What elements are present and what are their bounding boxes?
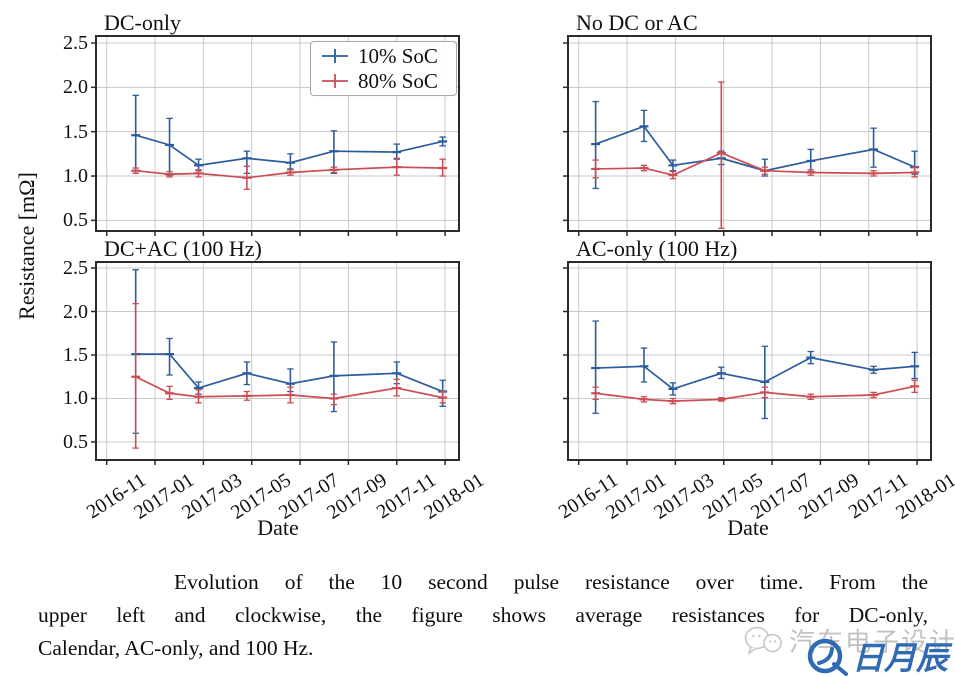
subplot-title-ac-only-100hz: AC-only (100 Hz) xyxy=(576,236,738,261)
subplot-title-dc-ac-100hz: DC+AC (100 Hz) xyxy=(104,236,262,261)
caption-line: Evolution of the 10 second pulse resista… xyxy=(174,570,928,594)
series-blue xyxy=(131,269,448,434)
watermark-blue-text: 日月辰 xyxy=(852,640,949,676)
legend-label-80-soc: 80% SoC xyxy=(358,68,438,93)
series-red xyxy=(131,157,448,190)
y-tick-label: 1.0 xyxy=(63,387,88,410)
y-tick-label: 0.5 xyxy=(63,430,88,453)
subplot-2 xyxy=(91,261,460,465)
y-axis-label: Resistance [mΩ] xyxy=(14,172,39,320)
series-blue xyxy=(591,320,920,420)
errorbar-marker-icon xyxy=(322,49,348,63)
subplot-3 xyxy=(563,261,932,465)
errorbar-marker-icon xyxy=(322,74,348,88)
subplot-title-dc-only: DC-only xyxy=(104,10,181,35)
series-red xyxy=(591,379,920,405)
y-tick-label: 2.5 xyxy=(63,32,88,54)
x-axis-label-left: Date xyxy=(257,515,299,540)
subplot-1 xyxy=(563,35,932,236)
subplot-title-no-dc-or-ac: No DC or AC xyxy=(576,10,698,35)
legend-entry-80-soc: 80% SoC xyxy=(319,69,448,94)
watermark-blue: 日月辰 xyxy=(806,633,948,677)
plots-canvas xyxy=(91,35,932,465)
series-blue xyxy=(591,100,920,190)
legend: 10% SoC 80% SoC xyxy=(310,41,457,96)
y-tick-label: 0.5 xyxy=(63,209,88,232)
y-tick-label: 2.5 xyxy=(63,257,88,279)
series-red xyxy=(131,303,448,449)
series-red xyxy=(591,81,920,229)
legend-label-10-soc: 10% SoC xyxy=(358,43,438,68)
sun-moon-logo-icon xyxy=(807,638,848,676)
y-tick-label: 1.0 xyxy=(63,165,88,188)
y-tick-label: 2.0 xyxy=(63,300,88,323)
x-axis-label-right: Date xyxy=(727,515,769,540)
y-tick-label: 1.5 xyxy=(63,343,88,366)
y-tick-label: 1.5 xyxy=(63,120,88,143)
legend-entry-10-soc: 10% SoC xyxy=(319,44,448,69)
caption-line: upper left and clockwise, the figure sho… xyxy=(38,603,928,627)
chat-bubbles-icon xyxy=(744,626,782,655)
figure-caption: Evolution of the 10 second pulse resista… xyxy=(38,566,928,665)
y-tick-label: 2.0 xyxy=(63,76,88,99)
series-blue xyxy=(131,94,448,176)
caption-line: Calendar, AC-only, and 100 Hz. xyxy=(38,636,314,660)
